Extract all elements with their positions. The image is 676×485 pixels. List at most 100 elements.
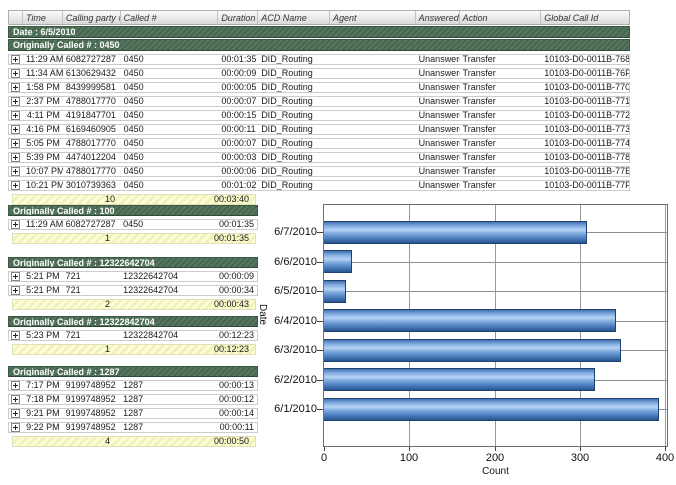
column-header-action[interactable]: Action — [460, 11, 542, 24]
summary-count: 1 — [105, 345, 111, 354]
group-row[interactable]: 7:17 PM 9199748952 1287 00:00:13 — [8, 380, 258, 391]
cell-time: 4:16 PM — [26, 125, 60, 134]
group-row[interactable]: 5:21 PM 721 12322642704 00:00:34 — [8, 285, 258, 296]
expand-icon[interactable] — [11, 111, 20, 121]
cell-duration: 00:01:35 — [221, 55, 257, 64]
category-label: 6/6/2010 — [274, 256, 317, 268]
cell-calling-party: 721 — [65, 331, 81, 340]
group-row[interactable]: 7:18 PM 9199748952 1287 00:00:12 — [8, 394, 258, 405]
cell-time: 11:29 AM — [25, 55, 63, 64]
expand-icon[interactable] — [11, 55, 20, 65]
cell-duration: 00:01:35 — [218, 220, 254, 229]
call-group: Originally Called # : 12322842704 5:23 P… — [8, 316, 258, 355]
cell-calling-party: 4474012204 — [65, 153, 116, 162]
expand-cell — [9, 286, 23, 296]
group-summary-row: 1 00:01:35 — [12, 233, 256, 244]
expand-icon[interactable] — [11, 395, 20, 405]
call-group: Originally Called # : 12322642704 5:21 P… — [8, 257, 258, 310]
expand-icon[interactable] — [11, 167, 20, 177]
expand-icon[interactable] — [11, 139, 20, 149]
category-label: 6/7/2010 — [274, 226, 317, 238]
expand-icon[interactable] — [11, 181, 20, 191]
table-row[interactable]: 5:39 PM 4474012204 0450 00:00:03 DID_Rou… — [8, 152, 630, 163]
table-row[interactable]: 11:29 AM 6082727287 0450 00:01:35 DID_Ro… — [8, 54, 630, 65]
cell-called: 0450 — [123, 125, 144, 134]
expand-cell — [9, 97, 23, 107]
tick-mark — [317, 380, 323, 381]
tick-mark — [324, 447, 325, 451]
table-row[interactable]: 4:16 PM 6169460905 0450 00:00:11 DID_Rou… — [8, 124, 630, 135]
table-row[interactable]: 2:37 PM 4788017770 0450 00:00:07 DID_Rou… — [8, 96, 630, 107]
expand-cell — [9, 381, 23, 391]
cell-time: 9:21 PM — [26, 409, 60, 418]
cell-called: 12322642704 — [123, 286, 179, 295]
cell-action: Transfer — [462, 69, 496, 78]
column-header-time[interactable]: Time — [23, 11, 63, 24]
expand-icon[interactable] — [11, 220, 20, 230]
chart-bar — [324, 280, 346, 303]
expand-cell — [9, 220, 23, 230]
cell-time: 9:22 PM — [26, 423, 60, 432]
x-tick-label: 200 — [485, 452, 505, 464]
cell-global-call-id: 10103-D0-0011B-771 — [544, 97, 629, 106]
called-group-header: Originally Called # : 0450 — [8, 39, 630, 51]
expand-cell — [9, 181, 23, 191]
expand-icon[interactable] — [11, 272, 20, 282]
group-header: Originally Called # : 100 — [8, 205, 258, 216]
column-header-acd-name[interactable]: ACD Name — [258, 11, 330, 24]
expand-icon[interactable] — [11, 69, 20, 79]
cell-called: 0450 — [123, 220, 144, 229]
column-header-called[interactable]: Called # — [121, 11, 219, 24]
group-row[interactable]: 9:21 PM 9199748952 1287 00:00:14 — [8, 408, 258, 419]
cell-answered: Unanswered — [418, 83, 460, 92]
table-row[interactable]: 10:21 PM 3010739363 0450 00:01:02 DID_Ro… — [8, 180, 630, 191]
expand-icon[interactable] — [11, 423, 20, 433]
table-row[interactable]: 10:07 PM 4788017770 0450 00:00:06 DID_Ro… — [8, 166, 630, 177]
expand-icon[interactable] — [11, 125, 20, 135]
column-header-duration[interactable]: Duration — [218, 11, 259, 24]
cell-duration: 00:00:12 — [218, 395, 254, 404]
group-summary-row: 2 00:00:43 — [12, 299, 256, 310]
column-header-answered[interactable]: Answered — [416, 11, 460, 24]
expand-cell — [9, 423, 23, 433]
gridline — [324, 321, 667, 322]
table-row[interactable]: 11:34 AM 6130629432 0450 00:00:09 DID_Ro… — [8, 68, 630, 79]
table-row[interactable]: 5:05 PM 4788017770 0450 00:00:07 DID_Rou… — [8, 138, 630, 149]
cell-calling-party: 4788017770 — [65, 167, 116, 176]
expand-icon[interactable] — [11, 83, 20, 93]
cell-action: Transfer — [462, 97, 496, 106]
group-row[interactable]: 5:21 PM 721 12322642704 00:00:09 — [8, 271, 258, 282]
cell-duration: 00:00:34 — [218, 286, 254, 295]
group-summary-row: 10 00:03:40 — [12, 194, 256, 205]
cell-called: 0450 — [123, 83, 144, 92]
column-header-agent[interactable]: Agent — [330, 11, 416, 24]
expand-icon[interactable] — [11, 331, 20, 341]
cell-called: 0450 — [123, 167, 144, 176]
table-row[interactable]: 1:58 PM 8439999581 0450 00:00:05 DID_Rou… — [8, 82, 630, 93]
cell-action: Transfer — [462, 153, 496, 162]
group-row[interactable]: 9:22 PM 9199748952 1287 00:00:11 — [8, 422, 258, 433]
cell-calling-party: 6082727287 — [65, 55, 116, 64]
expand-icon[interactable] — [11, 381, 20, 391]
cell-time: 10:07 PM — [25, 167, 63, 176]
cell-called: 0450 — [123, 111, 144, 120]
group-rows: 11:29 AM 6082727287 0450 00:01:35 — [8, 219, 258, 230]
cell-duration: 00:00:09 — [221, 69, 257, 78]
table-row[interactable]: 4:11 PM 4191847701 0450 00:00:15 DID_Rou… — [8, 110, 630, 121]
expand-icon[interactable] — [11, 286, 20, 296]
expand-cell — [9, 111, 23, 121]
expand-icon[interactable] — [11, 409, 20, 419]
summary-total-duration: 00:00:43 — [213, 300, 249, 309]
cell-duration: 00:00:14 — [218, 409, 254, 418]
group-header: Originally Called # : 12322842704 — [8, 316, 258, 327]
cell-time: 4:11 PM — [26, 111, 60, 120]
group-row[interactable]: 5:23 PM 721 12322842704 00:12:23 — [8, 330, 258, 341]
cell-duration: 00:00:13 — [218, 381, 254, 390]
column-header-calling-party[interactable]: Calling party # — [63, 11, 121, 24]
column-header-global-call-id[interactable]: Global Call Id — [544, 13, 599, 23]
expand-icon[interactable] — [11, 153, 20, 163]
expand-icon[interactable] — [11, 97, 20, 107]
group-rows: 5:23 PM 721 12322842704 00:12:23 — [8, 330, 258, 341]
group-row[interactable]: 11:29 AM 6082727287 0450 00:01:35 — [8, 219, 258, 230]
cell-acd-name: DID_Routing — [261, 153, 313, 162]
